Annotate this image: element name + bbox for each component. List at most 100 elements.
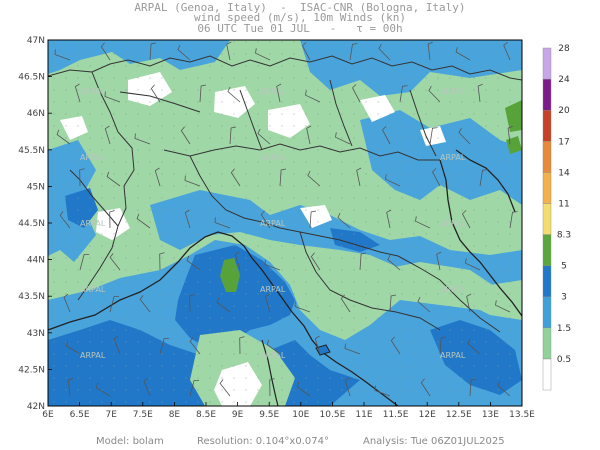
lon-tick-label: 13E <box>482 410 499 420</box>
wind-barb <box>186 255 201 271</box>
coastline-corsica <box>261 339 279 406</box>
watermark-text: ARPAL <box>80 285 106 294</box>
wind-barb <box>134 133 151 145</box>
lat-tick-label: 46N <box>27 109 45 119</box>
wind-barb <box>314 335 321 355</box>
wind-barb <box>306 125 312 145</box>
wind-barb <box>374 385 391 397</box>
colorbar-label: 20 <box>558 106 570 116</box>
colorbar-segment <box>542 234 552 266</box>
analysis-label: Analysis: Tue 06Z01JUL2025 <box>363 436 505 447</box>
wind-barb <box>230 168 241 187</box>
colorbar-segment <box>542 141 552 173</box>
lat-tick-label: 46.5N <box>18 73 45 83</box>
wind-barb <box>63 293 71 313</box>
wind-barb <box>255 48 271 61</box>
lat-tick-label: 45N <box>27 182 45 192</box>
wind-barb <box>150 84 161 103</box>
coastline-istria <box>455 149 516 213</box>
watermarks: ARPAL ARPAL ARPAL ARPAL ARPAL ARPAL ARPA… <box>80 87 466 360</box>
wind-barb <box>477 83 483 103</box>
wind-barb <box>337 212 351 229</box>
wind-barbs <box>54 41 518 397</box>
wind-barb <box>429 127 438 145</box>
wind-barb <box>349 43 358 61</box>
lon-tick-label: 11.5E <box>383 410 409 420</box>
borders <box>48 55 522 333</box>
wind-barb <box>294 301 311 313</box>
wind-barb <box>436 251 442 271</box>
lat-tick-label: 45.5N <box>18 146 45 156</box>
header-title: ARPAL (Genoa, Italy) - ISAC-CNR (Bologna… <box>134 1 466 14</box>
colorbar-label: 3 <box>561 293 567 303</box>
wind-barb <box>79 254 90 271</box>
lon-tick-label: 13.5E <box>509 410 535 420</box>
lat-tick-label: 44.5N <box>18 219 45 229</box>
wind-barb <box>199 84 207 103</box>
wind-barb <box>214 217 231 229</box>
wind-barb <box>189 380 200 397</box>
wind-barb <box>227 86 241 103</box>
wind-barb <box>234 251 241 271</box>
wind-barb <box>79 168 85 187</box>
wind-barb <box>428 85 441 103</box>
wind-barb <box>65 340 81 355</box>
wind-barb <box>507 125 513 145</box>
wind-barb <box>389 294 397 313</box>
colorbar-label: 8.3 <box>557 231 571 241</box>
wind-barb <box>136 213 151 229</box>
wind-barb <box>458 127 471 145</box>
footer: Model: bolam Resolution: 0.104°x0.074° A… <box>0 436 600 448</box>
wind-barb <box>415 216 431 229</box>
lat-tick-label: 43N <box>27 329 45 339</box>
latitude-axis: 47N 46.5N 46N 45.5N 45N 44.5N 44N 43.5N 43N 42.5N… <box>18 36 52 412</box>
colorbar-segment <box>542 109 552 142</box>
lon-tick-label: 8.5E <box>196 410 216 420</box>
wind-barb <box>216 297 231 313</box>
colorbar-label: 1.5 <box>557 324 571 334</box>
colorbar-label: 0.5 <box>557 355 571 365</box>
lon-tick-label: 7.5E <box>133 410 153 420</box>
colorbar-label: 28 <box>558 44 570 54</box>
wind-barb <box>159 252 165 271</box>
wind-barb <box>296 381 311 397</box>
wind-barb <box>189 294 195 313</box>
colorbar-segment <box>542 327 552 360</box>
wind-barb <box>67 377 74 397</box>
wind-barb <box>378 43 391 61</box>
wind-barb <box>386 209 392 229</box>
watermark-text: ARPAL <box>80 219 106 228</box>
colorbar-label: 5 <box>561 262 567 272</box>
wind-barb <box>497 380 511 397</box>
colorbar-label: 24 <box>558 75 570 85</box>
resolution-label: Resolution: 0.104°x0.074° <box>197 436 329 447</box>
lat-tick-label: 47N <box>27 36 45 46</box>
colorbar-segment <box>542 172 552 204</box>
wind-barb <box>344 377 351 397</box>
wind-barb <box>467 338 481 355</box>
header-subtitle: wind speed (m/s), 10m Winds (kn) <box>194 11 406 24</box>
lon-tick-label: 6.5E <box>70 410 90 420</box>
wind-barb <box>305 90 321 103</box>
colorbar-segment <box>542 47 552 80</box>
wind-barb <box>219 379 231 397</box>
lat-tick-label: 42N <box>27 402 45 412</box>
wind-barb <box>177 44 191 61</box>
wind-barb <box>387 254 401 271</box>
wind-barb <box>109 210 115 229</box>
wind-barb <box>420 378 431 397</box>
watermark-text: ARPAL <box>440 219 466 228</box>
wind-barb <box>266 339 281 355</box>
wind-barb <box>479 169 488 187</box>
wind-barb <box>264 293 271 313</box>
colorbar-label: 11 <box>558 199 569 209</box>
watermark-text: ARPAL <box>260 87 286 96</box>
terrain-dots <box>48 40 522 406</box>
wind-barb <box>359 252 367 271</box>
wind-barb <box>113 335 121 355</box>
wind-barb <box>104 125 111 145</box>
wind-barb <box>462 210 471 229</box>
colorbar-segment <box>542 203 552 235</box>
wind-barb <box>302 42 311 61</box>
wind-barb <box>352 84 361 103</box>
